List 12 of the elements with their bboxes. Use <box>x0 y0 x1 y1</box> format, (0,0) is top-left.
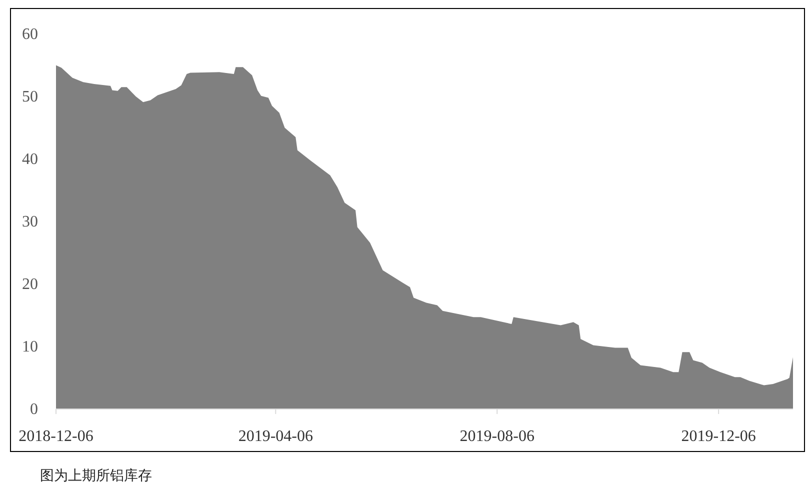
x-tick-label: 2018-12-06 <box>18 428 94 445</box>
y-tick-label: 40 <box>22 151 38 168</box>
y-tick-label: 60 <box>22 26 38 43</box>
text: 图为上期所铝库存 <box>40 468 152 484</box>
y-tick-label: 0 <box>30 401 38 418</box>
y-tick-label: 50 <box>22 88 38 106</box>
y-tick-label: 30 <box>22 214 38 230</box>
x-tick-label: 2019-08-06 <box>460 428 534 445</box>
y-tick-label: 20 <box>22 276 38 293</box>
y-tick-label: 10 <box>22 338 38 356</box>
x-tick-label: 2019-12-06 <box>681 428 756 445</box>
x-tick-label: 2019-04-06 <box>238 428 313 445</box>
